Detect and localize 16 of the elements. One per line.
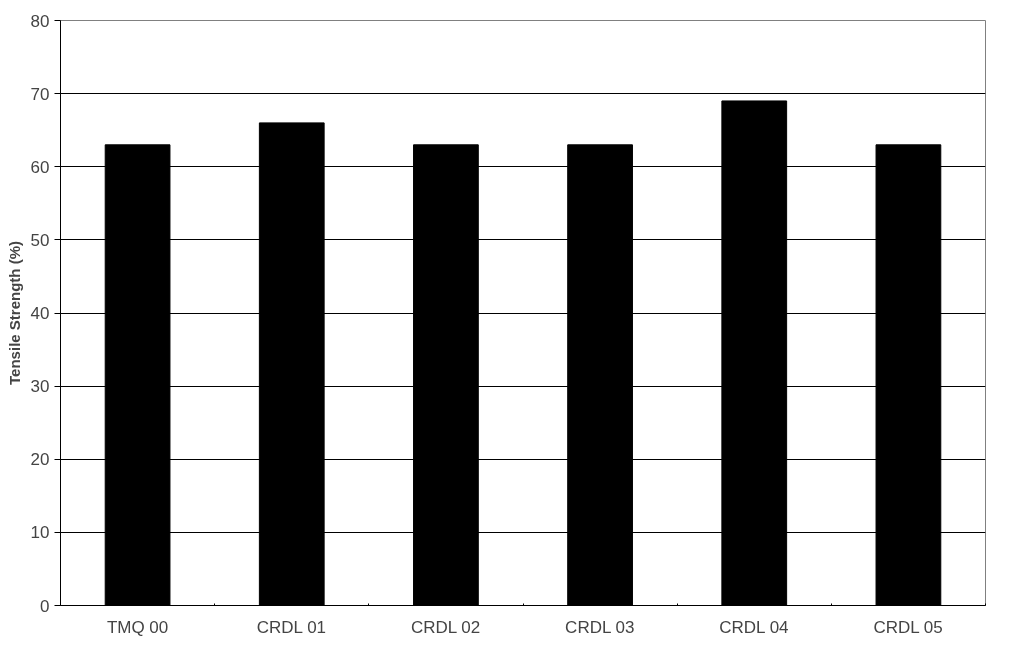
x-tick-label: CRDL 04 bbox=[719, 617, 789, 637]
y-tick-label: 30 bbox=[30, 377, 50, 397]
x-tick-label: CRDL 03 bbox=[565, 617, 635, 637]
x-tick-label: CRDL 01 bbox=[256, 617, 327, 637]
y-tick-label: 20 bbox=[30, 450, 50, 470]
y-tick-label: 60 bbox=[30, 157, 50, 177]
y-tick-label: 10 bbox=[30, 523, 50, 543]
y-axis-title: Tensile Strength (%) bbox=[5, 241, 23, 385]
y-tick-label: 80 bbox=[30, 11, 50, 31]
x-tick-label: CRDL 02 bbox=[410, 617, 481, 637]
x-tick-label: TMQ 00 bbox=[106, 617, 169, 637]
y-tick-label: 40 bbox=[30, 304, 50, 323]
y-tick-label: 50 bbox=[30, 230, 50, 250]
x-tick-label: CRDL 05 bbox=[873, 617, 943, 637]
y-tick-label: 0 bbox=[40, 596, 50, 616]
y-tick-label: 70 bbox=[30, 84, 50, 104]
